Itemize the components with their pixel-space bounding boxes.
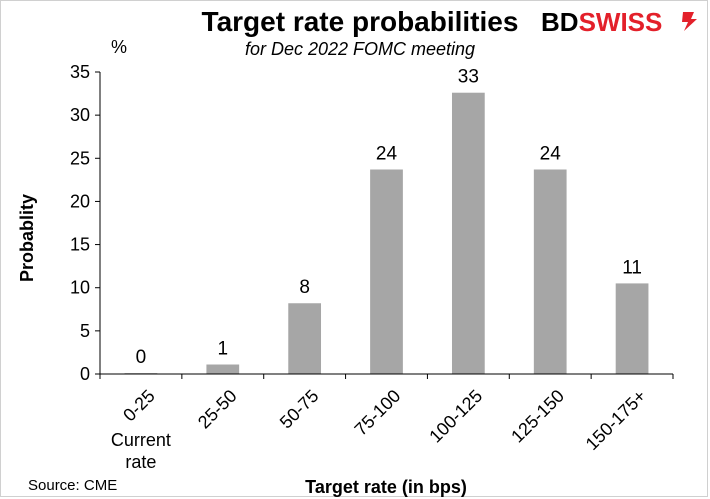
y-tick-label: 15 [70,235,90,255]
svg-text:BDSWISS: BDSWISS [541,7,662,37]
y-tick-label: 0 [80,364,90,384]
bar [615,283,649,374]
x-tick-label: 75-100 [351,386,405,440]
data-label: 24 [540,144,562,165]
bar [370,169,403,374]
x-axis-title: Target rate (in bps) [305,477,467,497]
data-label: 8 [299,277,310,298]
bars [124,92,649,375]
y-axis-ticks: 0 5 10 15 20 25 30 35 [70,62,100,384]
y-unit-label: % [111,37,127,57]
bar [288,303,322,374]
y-tick-label: 20 [70,191,90,211]
bar [533,169,567,374]
x-tick-label: 0-25 [119,386,159,426]
chart-subtitle: for Dec 2022 FOMC meeting [245,39,475,59]
y-tick-label: 10 [70,278,90,298]
data-label: 24 [376,144,398,165]
axes [99,72,673,375]
x-tick-label: 150-175+ [582,386,650,454]
y-tick-label: 25 [70,148,90,168]
bar [451,92,485,375]
data-labels: 0 1 8 24 33 24 11 [136,67,642,368]
brand-logo-part2: SWISS [579,7,663,37]
brand-flag-icon [682,12,697,31]
data-label: 1 [217,339,228,360]
x-tick-label: 100-125 [425,386,486,447]
chart-title: Target rate probabilities [202,6,519,37]
brand-logo: BDSWISS [541,7,697,37]
x-tick-label: 25-50 [194,386,241,433]
x-category-note: Current [111,430,171,450]
data-label: 11 [622,257,642,278]
x-tick-label: 125-150 [507,386,568,447]
source-note: Source: CME [28,477,117,494]
x-tick-label: 50-75 [276,386,323,433]
x-category-note: rate [125,452,156,472]
y-axis-title: Probablity [17,194,37,282]
y-tick-label: 30 [70,105,90,125]
y-tick-label: 35 [70,62,90,82]
brand-logo-part1: BD [541,7,579,37]
data-label: 0 [136,347,147,368]
bar [206,364,240,374]
data-label: 33 [458,67,479,88]
y-tick-label: 5 [80,321,90,341]
